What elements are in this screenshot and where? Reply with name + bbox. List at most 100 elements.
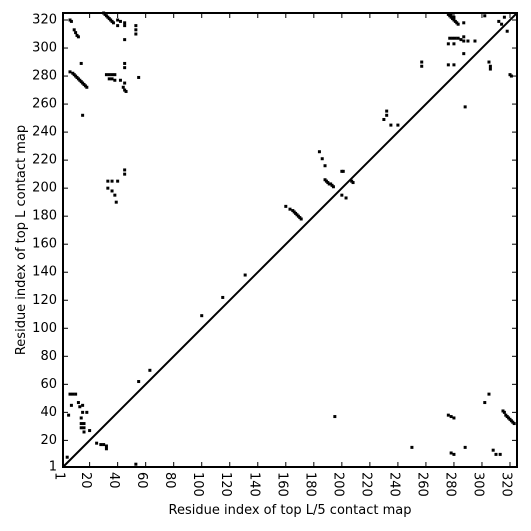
y-axis-label: Residue index of top L contact map (14, 125, 29, 355)
y-tick-label: 1 (49, 460, 57, 475)
contact-point (123, 38, 127, 42)
contact-point (137, 380, 141, 384)
contact-point (113, 193, 117, 197)
contact-point (483, 14, 487, 18)
contact-point (69, 19, 73, 23)
contact-point (113, 78, 117, 82)
contact-point (299, 217, 303, 221)
x-tick-label: 240 (386, 472, 401, 497)
y-tick-label: 80 (40, 349, 57, 364)
contact-point (382, 117, 386, 121)
contact-point (123, 24, 127, 28)
contact-point (473, 39, 477, 43)
y-tick-label: 40 (40, 405, 57, 420)
x-tick-label: 180 (302, 472, 317, 497)
contact-point (99, 443, 103, 447)
contact-point (68, 392, 72, 396)
y-tick-label: 60 (40, 377, 57, 392)
y-tick-label: 160 (32, 237, 57, 252)
contact-point (110, 189, 114, 193)
contact-point (446, 63, 450, 67)
contact-point (385, 109, 389, 113)
contact-point (410, 445, 414, 449)
contact-point (82, 430, 86, 434)
contact-point (462, 21, 466, 25)
y-tick-label: 200 (32, 181, 57, 196)
y-tick-label: 100 (32, 321, 57, 336)
contact-point (104, 444, 108, 448)
contact-point (111, 21, 115, 25)
contact-point (466, 39, 470, 43)
contact-point (509, 74, 513, 78)
contact-point (95, 441, 99, 445)
y-tick-label: 240 (32, 125, 57, 140)
x-tick-label: 200 (330, 472, 345, 497)
y-tick-label: 120 (32, 293, 57, 308)
y-tick-label: 320 (32, 13, 57, 28)
contact-point (72, 28, 76, 32)
contact-point (79, 61, 83, 65)
contact-point (452, 416, 456, 420)
x-tick-label: 280 (442, 472, 457, 497)
contact-point (76, 401, 80, 405)
contact-point (449, 415, 453, 419)
contact-point (320, 157, 324, 161)
contact-point (323, 164, 327, 168)
contact-point (221, 295, 225, 299)
contact-point (110, 179, 114, 183)
y-tick-label: 260 (32, 97, 57, 112)
y-tick-label: 140 (32, 265, 57, 280)
contact-point (463, 105, 467, 109)
contact-point (500, 22, 504, 26)
contact-point (243, 273, 247, 277)
contact-point (341, 169, 345, 173)
contact-point (118, 19, 122, 23)
contact-point (116, 24, 120, 28)
contact-point (451, 36, 455, 40)
contact-point (134, 32, 138, 36)
contact-point (68, 70, 72, 74)
contact-point (121, 85, 125, 89)
x-tick-label: 120 (218, 472, 233, 497)
contact-point (453, 36, 457, 40)
y-tick-label: 20 (40, 433, 57, 448)
x-tick-label: 60 (134, 472, 149, 489)
contact-point (78, 405, 82, 409)
diagonal-line (62, 12, 518, 468)
contact-point (505, 29, 509, 33)
contact-point (462, 39, 466, 43)
contact-point (462, 52, 466, 56)
x-tick-label: 80 (162, 472, 177, 489)
contact-point (452, 452, 456, 456)
y-tick-label: 300 (32, 41, 57, 56)
contact-point (462, 35, 466, 39)
contact-point (487, 60, 491, 64)
contact-point (88, 429, 92, 433)
plot-frame (62, 12, 518, 468)
contact-point (113, 73, 117, 77)
contact-point (123, 66, 127, 70)
x-tick-label: 160 (274, 472, 289, 497)
contact-point (331, 185, 335, 189)
contact-point (85, 410, 89, 414)
contact-point (488, 64, 492, 68)
contact-point (71, 392, 75, 396)
contact-point (459, 38, 463, 42)
contact-point (134, 24, 138, 28)
contact-point (110, 77, 114, 81)
contact-point (81, 403, 85, 407)
y-tick-label: 180 (32, 209, 57, 224)
contact-point (82, 426, 86, 430)
contact-point (123, 61, 127, 65)
contact-point (106, 179, 110, 183)
contact-point (487, 392, 491, 396)
contact-point (114, 200, 118, 204)
contact-point (333, 415, 337, 419)
contact-point (463, 445, 467, 449)
contact-point (456, 36, 460, 40)
contact-point (351, 181, 355, 185)
x-tick-label: 20 (78, 472, 93, 489)
contact-point (494, 452, 498, 456)
contact-point (85, 85, 89, 89)
